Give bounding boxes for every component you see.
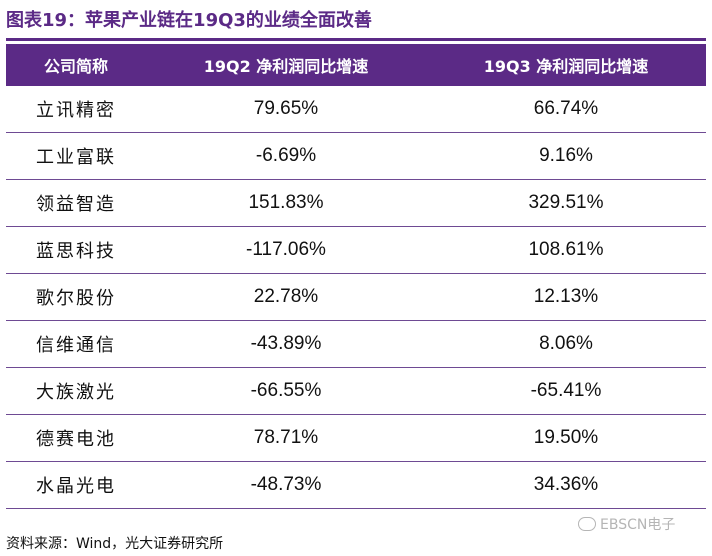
table-row: 立讯精密 79.65% 66.74% [6, 86, 706, 133]
table-row: 德赛电池 78.71% 19.50% [6, 415, 706, 462]
table-row: 大族激光 -66.55% -65.41% [6, 368, 706, 415]
data-table: 公司简称 19Q2 净利润同比增速 19Q3 净利润同比增速 立讯精密 79.6… [6, 44, 706, 509]
q3-growth: 66.74% [533, 98, 599, 119]
q3-growth: 108.61% [528, 239, 604, 260]
header-19q2: 19Q2 净利润同比增速 [203, 57, 369, 76]
company-name: 歌尔股份 [36, 288, 116, 309]
watermark-text: EBSCN电子 [600, 517, 676, 533]
q2-growth: -117.06% [246, 239, 326, 260]
table-row: 水晶光电 -48.73% 34.36% [6, 462, 706, 509]
q3-growth: 9.16% [539, 145, 593, 166]
company-name: 领益智造 [36, 194, 116, 215]
q3-growth: 8.06% [539, 333, 593, 354]
company-name: 德赛电池 [36, 429, 116, 450]
q3-growth: -65.41% [530, 380, 602, 401]
company-name: 工业富联 [36, 147, 116, 168]
source-note: 资料来源：Wind，光大证券研究所 [6, 536, 224, 552]
table-row: 工业富联 -6.69% 9.16% [6, 133, 706, 180]
header-19q3: 19Q3 净利润同比增速 [483, 57, 649, 76]
q2-growth: 78.71% [253, 427, 319, 448]
q3-growth: 12.13% [533, 286, 599, 307]
watermark: EBSCN电子 [578, 514, 675, 534]
company-name: 信维通信 [36, 335, 116, 356]
q2-growth: -43.89% [250, 333, 322, 354]
company-name: 大族激光 [36, 382, 116, 403]
header-company: 公司简称 [43, 57, 108, 76]
company-name: 立讯精密 [36, 100, 116, 121]
table-row: 领益智造 151.83% 329.51% [6, 180, 706, 227]
table-row: 信维通信 -43.89% 8.06% [6, 321, 706, 368]
q3-growth: 19.50% [533, 427, 599, 448]
figure-title: 图表19：苹果产业链在19Q3的业绩全面改善 [6, 10, 372, 31]
q2-growth: 22.78% [253, 286, 319, 307]
q3-growth: 329.51% [528, 192, 604, 213]
q2-growth: -66.55% [250, 380, 322, 401]
table-row: 歌尔股份 22.78% 12.13% [6, 274, 706, 321]
company-name: 蓝思科技 [36, 241, 116, 262]
wechat-icon [578, 517, 596, 531]
q2-growth: -6.69% [255, 145, 317, 166]
title-rule [6, 38, 706, 41]
q2-growth: 79.65% [253, 98, 319, 119]
table-header: 公司简称 19Q2 净利润同比增速 19Q3 净利润同比增速 [6, 44, 706, 86]
q2-growth: 151.83% [248, 192, 324, 213]
q3-growth: 34.36% [533, 474, 599, 495]
company-name: 水晶光电 [36, 476, 116, 497]
q2-growth: -48.73% [250, 474, 322, 495]
table-row: 蓝思科技 -117.06% 108.61% [6, 227, 706, 274]
